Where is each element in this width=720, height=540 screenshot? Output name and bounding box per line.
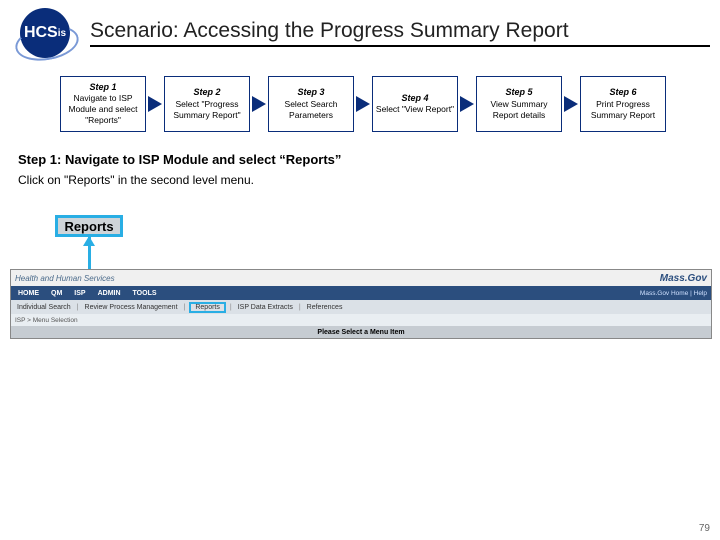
step-num: Step 3 <box>297 87 324 99</box>
app-top-bar: Health and Human Services Mass.Gov <box>11 270 711 286</box>
header-row: HCSis Scenario: Accessing the Progress S… <box>0 0 720 58</box>
step-num: Step 6 <box>609 87 636 99</box>
nav-admin[interactable]: ADMIN <box>95 289 124 298</box>
step-box-6: Step 6 Print Progress Summary Report <box>580 76 666 132</box>
nav-qm[interactable]: QM <box>48 289 65 298</box>
screenshot-area: Reports Health and Human Services Mass.G… <box>0 215 720 339</box>
page-number: 79 <box>699 523 710 534</box>
step-box-2: Step 2 Select "Progress Summary Report" <box>164 76 250 132</box>
nav-right-links[interactable]: Mass.Gov Home | Help <box>640 290 707 297</box>
arrow-up-icon <box>83 236 95 246</box>
callout-line <box>88 237 91 269</box>
step-box-1: Step 1 Navigate to ISP Module and select… <box>60 76 146 132</box>
reports-callout: Reports <box>55 215 123 237</box>
step-box-5: Step 5 View Summary Report details <box>476 76 562 132</box>
app-sub-nav: Individual Search | Review Process Manag… <box>11 300 711 314</box>
arrow-icon <box>252 96 266 112</box>
step-num: Step 5 <box>505 87 532 99</box>
step-heading: Step 1: Navigate to ISP Module and selec… <box>18 152 720 167</box>
arrow-icon <box>356 96 370 112</box>
separator: | <box>184 304 186 311</box>
hcsis-logo: HCSis <box>10 8 80 58</box>
step-text: Navigate to ISP Module and select "Repor… <box>63 93 143 126</box>
step-text: Print Progress Summary Report <box>583 99 663 121</box>
step-text: Select "Progress Summary Report" <box>167 99 247 121</box>
separator: | <box>77 304 79 311</box>
breadcrumb: ISP > Menu Selection <box>11 314 711 326</box>
step-instruction: Click on "Reports" in the second level m… <box>18 173 720 187</box>
app-screenshot: Health and Human Services Mass.Gov HOME … <box>10 269 712 339</box>
step-text: Select "View Report" <box>376 104 454 115</box>
massgov-logo: Mass.Gov <box>660 273 707 284</box>
subnav-references[interactable]: References <box>305 304 345 311</box>
status-message: Please Select a Menu Item <box>11 326 711 338</box>
nav-isp[interactable]: ISP <box>71 289 88 298</box>
separator: | <box>230 304 232 311</box>
step-num: Step 1 <box>89 82 116 94</box>
subnav-review-process[interactable]: Review Process Management <box>83 304 180 311</box>
step-num: Step 2 <box>193 87 220 99</box>
separator: | <box>299 304 301 311</box>
step-box-4: Step 4 Select "View Report" <box>372 76 458 132</box>
nav-tools[interactable]: TOOLS <box>130 289 160 298</box>
app-main-nav: HOME QM ISP ADMIN TOOLS Mass.Gov Home | … <box>11 286 711 300</box>
step-num: Step 4 <box>401 93 428 105</box>
steps-row: Step 1 Navigate to ISP Module and select… <box>60 76 710 132</box>
page-title: Scenario: Accessing the Progress Summary… <box>90 19 710 47</box>
branding-text: Health and Human Services <box>15 274 115 283</box>
arrow-icon <box>564 96 578 112</box>
step-text: View Summary Report details <box>479 99 559 121</box>
subnav-reports[interactable]: Reports <box>189 302 226 313</box>
step-text: Select Search Parameters <box>271 99 351 121</box>
arrow-icon <box>460 96 474 112</box>
nav-home[interactable]: HOME <box>15 289 42 298</box>
arrow-icon <box>148 96 162 112</box>
subnav-individual-search[interactable]: Individual Search <box>15 304 73 311</box>
subnav-isp-extracts[interactable]: ISP Data Extracts <box>236 304 295 311</box>
step-box-3: Step 3 Select Search Parameters <box>268 76 354 132</box>
